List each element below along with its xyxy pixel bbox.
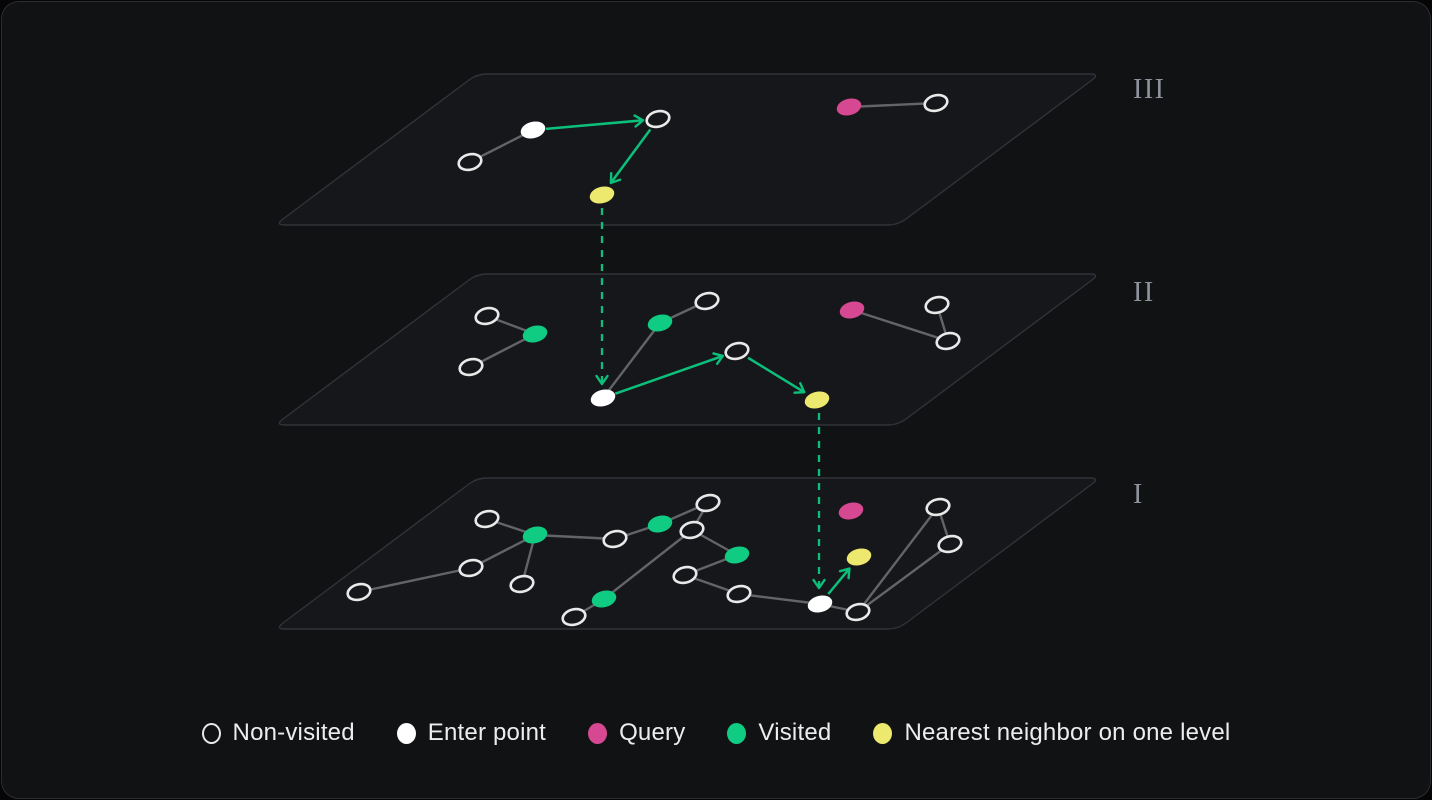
node-non-visited-level-I: [845, 602, 871, 622]
edge: [851, 308, 949, 343]
nearest-icon: [873, 722, 893, 744]
plane-level-I: [278, 477, 1097, 630]
descent-arrows: [595, 208, 826, 590]
legend-label: Visited: [758, 719, 832, 746]
planes: [278, 73, 1097, 630]
node-query-level-III: [836, 98, 862, 116]
visited-icon: [727, 722, 747, 744]
node-enter-level-III: [520, 121, 546, 139]
search-arrow: [609, 128, 652, 185]
node-non-visited-level-I: [346, 582, 372, 602]
legend-item-visited: Visited: [727, 721, 831, 745]
node-visited-level-I: [522, 526, 548, 544]
search-arrows: [545, 114, 851, 595]
legend-label: Query: [619, 719, 686, 746]
node-non-visited-level-I: [925, 497, 951, 517]
node-non-visited-level-I: [561, 607, 587, 627]
node-non-visited-level-I: [726, 584, 752, 604]
edge: [602, 322, 661, 399]
node-non-visited-level-I: [474, 509, 500, 529]
search-arrow: [747, 356, 806, 394]
legend-label: Non-visited: [232, 719, 355, 746]
plane-level-III: [278, 73, 1097, 226]
node-non-visited-level-III: [457, 152, 483, 172]
node-non-visited-level-I: [509, 574, 535, 594]
query-icon: [588, 722, 608, 744]
search-arrow: [545, 114, 645, 131]
legend-item-query: Query: [588, 721, 685, 745]
non-visited-icon: [201, 722, 221, 744]
node-non-visited-level-I: [937, 534, 963, 554]
node-non-visited-level-I: [602, 529, 628, 549]
edge: [534, 533, 616, 541]
node-nearest-level-I: [846, 548, 872, 566]
legend-item-non-visited: Non-visited: [201, 719, 355, 746]
legend-item-nearest: Nearest neighbor on one level: [873, 721, 1230, 745]
node-non-visited-level-II: [935, 331, 961, 351]
node-query-level-II: [839, 301, 865, 319]
node-visited-level-I: [647, 515, 673, 533]
node-visited-level-I: [724, 546, 750, 564]
level-label-III: III: [1133, 74, 1165, 105]
node-nearest-level-III: [589, 186, 615, 204]
edge: [603, 529, 693, 600]
node-enter-level-I: [807, 595, 833, 613]
node-non-visited-level-II: [458, 357, 484, 377]
node-nearest-level-II: [804, 391, 830, 409]
level-label-I: I: [1133, 479, 1144, 510]
node-enter-level-II: [590, 389, 616, 407]
search-arrow: [614, 352, 725, 395]
node-non-visited-level-II: [694, 291, 720, 311]
node-visited-level-II: [522, 325, 548, 343]
legend: Non-visited Enter point Query Visited Neares…: [2, 707, 1430, 759]
graph-nodes: [346, 93, 963, 627]
node-non-visited-level-III: [923, 93, 949, 113]
legend-label: Nearest neighbor on one level: [904, 719, 1231, 746]
node-visited-level-II: [647, 314, 673, 332]
node-non-visited-level-II: [724, 341, 750, 361]
node-non-visited-level-II: [474, 306, 500, 326]
node-visited-level-I: [591, 590, 617, 608]
level-label-II: II: [1133, 277, 1155, 308]
node-non-visited-level-I: [672, 565, 698, 585]
edge: [857, 506, 939, 613]
node-non-visited-level-I: [679, 520, 705, 540]
edge: [738, 592, 821, 606]
legend-item-enter: Enter point: [396, 719, 547, 746]
enter-icon: [396, 722, 416, 744]
node-non-visited-level-III: [645, 109, 671, 129]
node-query-level-I: [838, 502, 864, 520]
edge: [358, 566, 472, 594]
plane-level-II: [278, 273, 1097, 426]
edge: [857, 543, 951, 613]
node-non-visited-level-I: [458, 558, 484, 578]
legend-label: Enter point: [427, 719, 547, 746]
node-non-visited-level-II: [924, 295, 950, 315]
edge: [848, 101, 937, 109]
search-arrow: [827, 567, 851, 595]
node-non-visited-level-I: [695, 493, 721, 513]
